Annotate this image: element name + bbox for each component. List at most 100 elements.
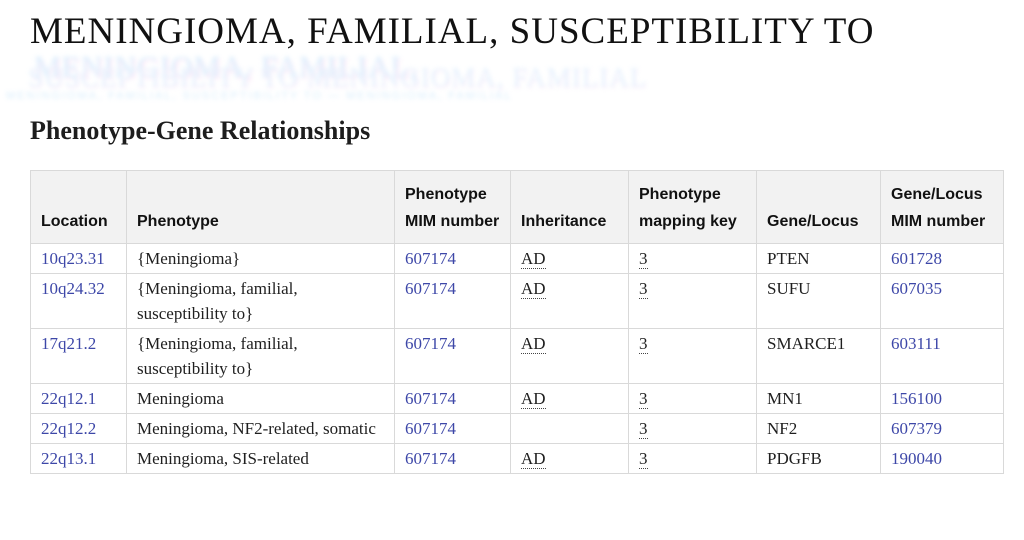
gene-mim-link[interactable]: 607035	[891, 279, 942, 298]
phenotype-gene-table: Location Phenotype Phenotype MIM number …	[30, 170, 1004, 474]
gene-mim-cell: 190040	[880, 443, 1004, 474]
table-row: 22q12.2 Meningioma, NF2-related, somatic…	[30, 413, 1004, 444]
gene-locus-link[interactable]: SUFU	[767, 279, 811, 298]
column-header-mapping-key: Phenotype mapping key	[628, 170, 757, 244]
phenotype-mim-link[interactable]: 607174	[405, 419, 456, 438]
gene-locus-link[interactable]: MN1	[767, 389, 803, 408]
phenotype-text: Meningioma	[137, 389, 224, 408]
mapping-key-cell: 3	[628, 443, 757, 474]
mapping-key-abbr: 3	[639, 334, 648, 354]
phenotype-cell: Meningioma, NF2-related, somatic	[126, 413, 395, 444]
location-cell: 22q12.2	[30, 413, 127, 444]
phenotype-mim-cell: 607174	[394, 273, 511, 329]
gene-locus-link[interactable]: NF2	[767, 419, 798, 438]
gene-mim-link[interactable]: 603111	[891, 334, 941, 353]
inheritance-abbr: AD	[521, 249, 546, 269]
mapping-key-cell: 3	[628, 243, 757, 274]
mapping-key-cell: 3	[628, 328, 757, 384]
inheritance-cell	[510, 413, 629, 444]
phenotype-mim-cell: 607174	[394, 383, 511, 414]
phenotype-cell: Meningioma, SIS-related	[126, 443, 395, 474]
table-row: 17q21.2 {Meningioma, familial, susceptib…	[30, 328, 1004, 384]
gene-locus-cell: SUFU	[756, 273, 881, 329]
table-row: 10q23.31 {Meningioma} 607174 AD 3 PTEN 6…	[30, 243, 1004, 274]
location-link[interactable]: 22q12.2	[41, 419, 97, 438]
gene-locus-cell: MN1	[756, 383, 881, 414]
phenotype-mim-link[interactable]: 607174	[405, 389, 456, 408]
phenotype-mim-cell: 607174	[394, 243, 511, 274]
location-cell: 17q21.2	[30, 328, 127, 384]
column-header-phenotype: Phenotype	[126, 170, 395, 244]
location-cell: 10q24.32	[30, 273, 127, 329]
mapping-key-abbr: 3	[639, 449, 648, 469]
inheritance-cell: AD	[510, 383, 629, 414]
column-header-phenotype-mim: Phenotype MIM number	[394, 170, 511, 244]
gene-mim-link[interactable]: 190040	[891, 449, 942, 468]
ghost-text-line: SUSCEPTIBILITY TO MENINGIOMA, FAMILIAL	[28, 62, 647, 92]
gene-mim-cell: 601728	[880, 243, 1004, 274]
phenotype-mim-link[interactable]: 607174	[405, 249, 456, 268]
location-link[interactable]: 10q23.31	[41, 249, 105, 268]
gene-mim-link[interactable]: 601728	[891, 249, 942, 268]
inheritance-cell: AD	[510, 273, 629, 329]
gene-mim-cell: 156100	[880, 383, 1004, 414]
phenotype-mim-cell: 607174	[394, 413, 511, 444]
table-row: 10q24.32 {Meningioma, familial, suscepti…	[30, 273, 1004, 329]
page-title: MENINGIOMA, FAMILIAL, SUSCEPTIBILITY TO	[30, 11, 875, 52]
location-link[interactable]: 22q13.1	[41, 449, 97, 468]
gene-locus-link[interactable]: PTEN	[767, 249, 810, 268]
gene-locus-cell: SMARCE1	[756, 328, 881, 384]
mapping-key-cell: 3	[628, 273, 757, 329]
inheritance-cell: AD	[510, 243, 629, 274]
gene-locus-link[interactable]: PDGFB	[767, 449, 822, 468]
gene-mim-cell: 603111	[880, 328, 1004, 384]
location-cell: 10q23.31	[30, 243, 127, 274]
gene-mim-cell: 607379	[880, 413, 1004, 444]
phenotype-cell: Meningioma	[126, 383, 395, 414]
inheritance-cell: AD	[510, 328, 629, 384]
inheritance-cell: AD	[510, 443, 629, 474]
inheritance-abbr: AD	[521, 279, 546, 299]
location-link[interactable]: 22q12.1	[41, 389, 97, 408]
mapping-key-abbr: 3	[639, 419, 648, 439]
phenotype-text: {Meningioma, familial, susceptibility to…	[137, 334, 298, 378]
gene-locus-cell: PTEN	[756, 243, 881, 274]
phenotype-text: {Meningioma}	[137, 249, 241, 268]
mapping-key-abbr: 3	[639, 249, 648, 269]
gene-locus-cell: PDGFB	[756, 443, 881, 474]
table-row: 22q13.1 Meningioma, SIS-related 607174 A…	[30, 443, 1004, 474]
inheritance-abbr: AD	[521, 449, 546, 469]
phenotype-mim-cell: 607174	[394, 328, 511, 384]
gene-mim-link[interactable]: 607379	[891, 419, 942, 438]
mapping-key-abbr: 3	[639, 389, 648, 409]
inheritance-abbr: AD	[521, 389, 546, 409]
phenotype-cell: {Meningioma, familial, susceptibility to…	[126, 328, 395, 384]
ghost-text-line: MENINGIOMA, FAMILIAL,	[34, 50, 419, 83]
gene-locus-link[interactable]: SMARCE1	[767, 334, 846, 353]
phenotype-mim-link[interactable]: 607174	[405, 449, 456, 468]
location-cell: 22q13.1	[30, 443, 127, 474]
table-row: 22q12.1 Meningioma 607174 AD 3 MN1 15610…	[30, 383, 1004, 414]
phenotype-text: Meningioma, NF2-related, somatic	[137, 419, 376, 438]
location-link[interactable]: 17q21.2	[41, 334, 97, 353]
inheritance-abbr: AD	[521, 334, 546, 354]
gene-mim-link[interactable]: 156100	[891, 389, 942, 408]
column-header-location: Location	[30, 170, 127, 244]
blurred-ghost-title-artifact: MENINGIOMA, FAMILIAL, SUSCEPTIBILITY TO …	[0, 50, 830, 104]
column-header-gene-locus: Gene/Locus	[756, 170, 881, 244]
phenotype-cell: {Meningioma}	[126, 243, 395, 274]
phenotype-mim-cell: 607174	[394, 443, 511, 474]
ghost-text-line: MENINGIOMA, FAMILIAL, SUSCEPTIBILITY TO …	[6, 90, 513, 102]
phenotype-cell: {Meningioma, familial, susceptibility to…	[126, 273, 395, 329]
phenotype-text: Meningioma, SIS-related	[137, 449, 309, 468]
gene-locus-cell: NF2	[756, 413, 881, 444]
location-cell: 22q12.1	[30, 383, 127, 414]
phenotype-mim-link[interactable]: 607174	[405, 334, 456, 353]
column-header-gene-mim: Gene/Locus MIM number	[880, 170, 1004, 244]
column-header-inheritance: Inheritance	[510, 170, 629, 244]
phenotype-mim-link[interactable]: 607174	[405, 279, 456, 298]
location-link[interactable]: 10q24.32	[41, 279, 105, 298]
mapping-key-abbr: 3	[639, 279, 648, 299]
mapping-key-cell: 3	[628, 413, 757, 444]
table-header-row: Location Phenotype Phenotype MIM number …	[30, 170, 1004, 244]
